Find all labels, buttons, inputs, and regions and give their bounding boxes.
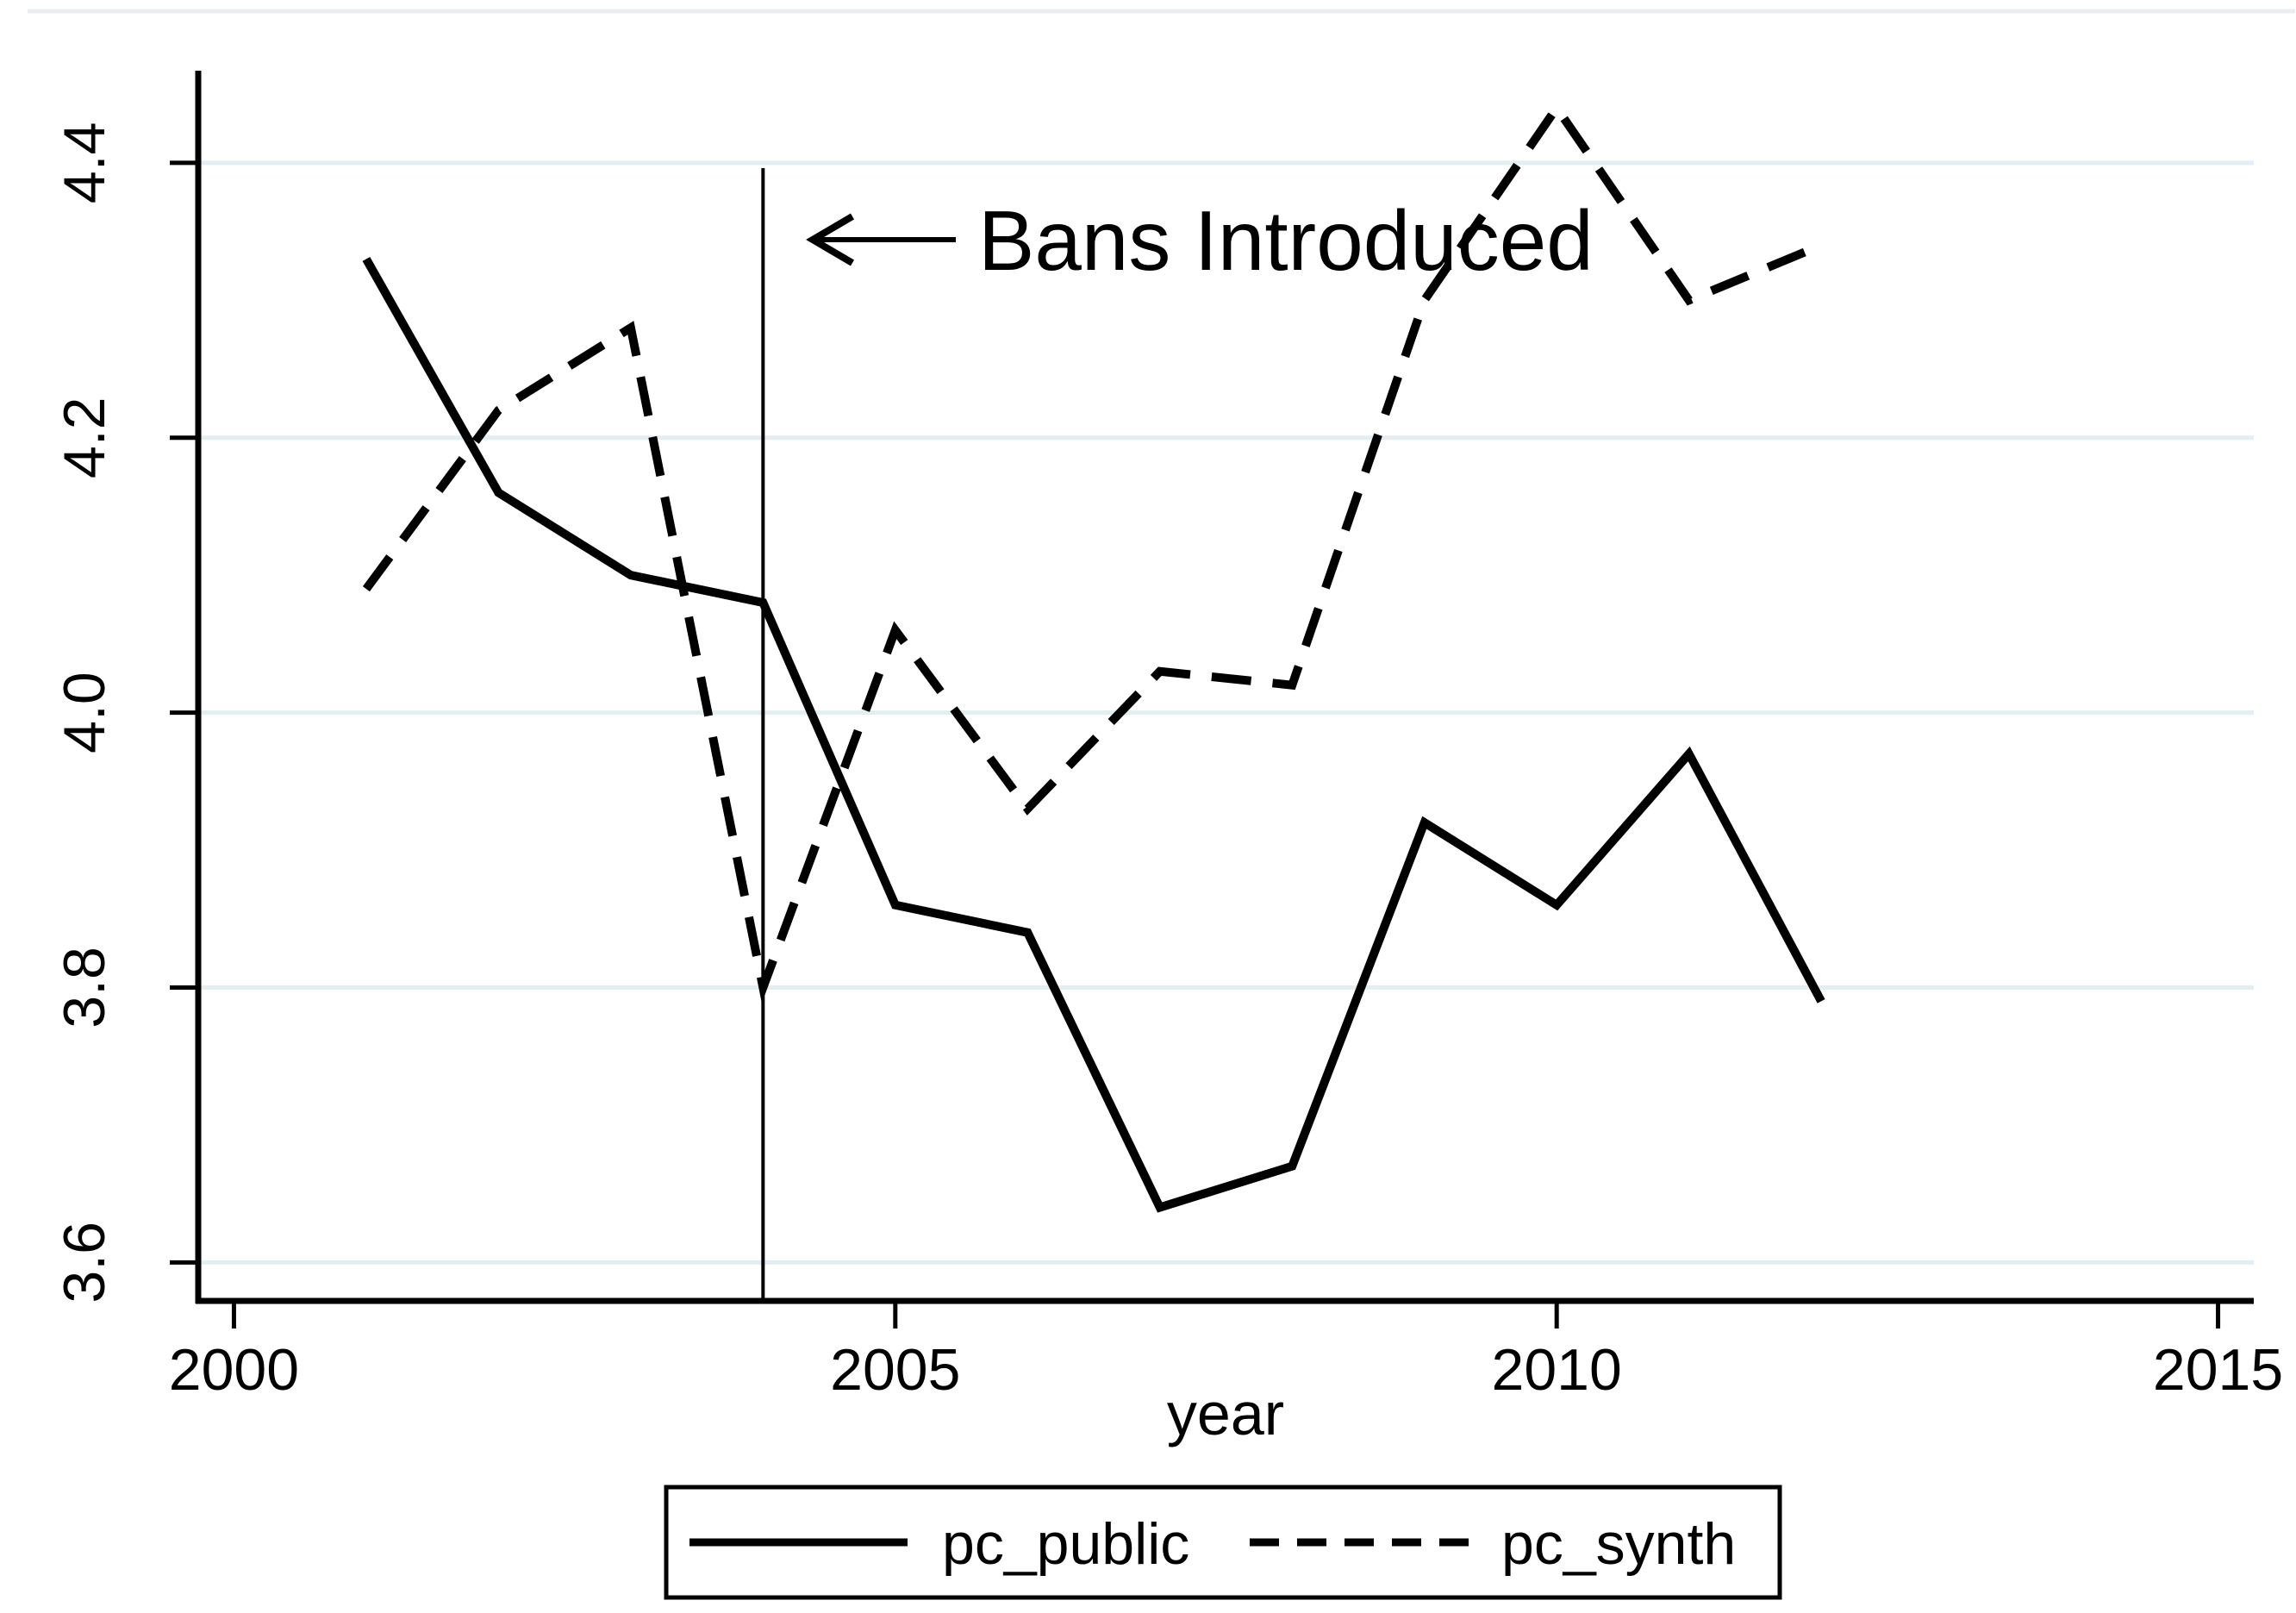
y-tick-label: 4.0	[52, 672, 117, 753]
y-tick-label: 3.8	[52, 947, 117, 1028]
y-tick-label: 4.2	[52, 397, 117, 478]
x-tick-label: 2010	[1492, 1337, 1622, 1403]
x-axis-ticks: 2000 2005 2010 2015	[169, 1304, 2283, 1403]
bans-annotation: Bans Introduced	[806, 193, 1594, 288]
x-axis-title: year	[1167, 1380, 1284, 1447]
x-tick-label: 2005	[830, 1337, 960, 1403]
legend-label-pc-synth: pc_synth	[1501, 1511, 1736, 1577]
legend-box	[664, 1485, 1782, 1600]
x-tick-label: 2015	[2153, 1337, 2283, 1403]
data-series	[362, 100, 1825, 1213]
y-axis-ticks: 3.6 3.8 4.0 4.2 4.4	[52, 122, 198, 1304]
legend-label-pc-public: pc_public	[942, 1511, 1189, 1577]
left-arrowhead-icon	[806, 213, 855, 266]
bans-annotation-text: Bans Introduced	[978, 193, 1594, 288]
pc-synth-line	[362, 100, 1824, 1003]
y-tick-label: 3.6	[52, 1222, 117, 1304]
legend: pc_public pc_synth	[664, 1485, 1782, 1600]
gridlines	[198, 160, 2254, 1265]
pc-public-line	[362, 256, 1825, 1213]
x-tick-label: 2000	[169, 1337, 299, 1403]
y-tick-label: 4.4	[52, 122, 117, 204]
